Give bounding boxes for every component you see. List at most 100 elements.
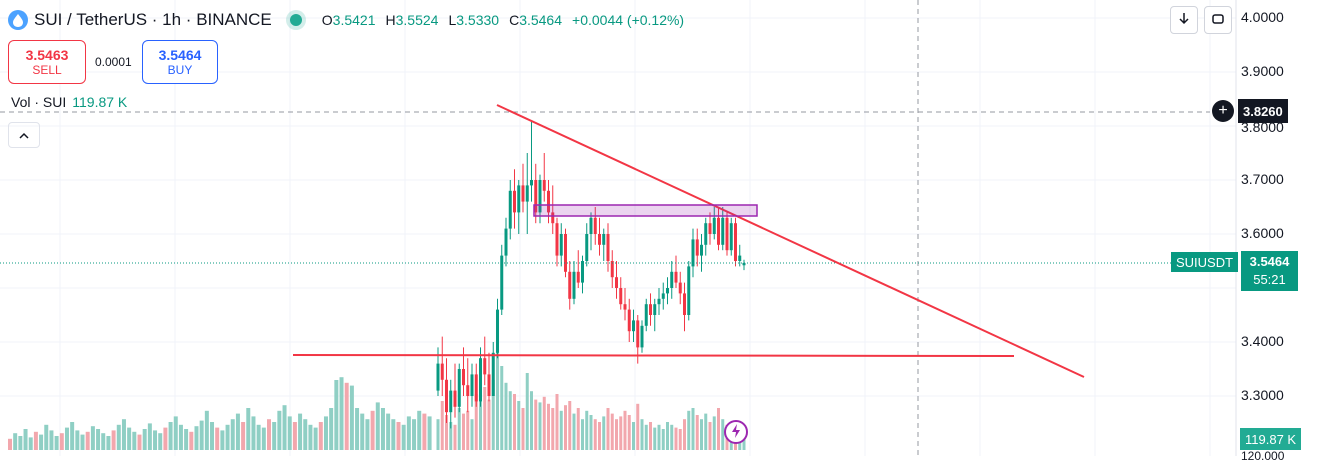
volume-bar	[287, 416, 292, 450]
price-label-3-4000: 3.4000	[1241, 333, 1284, 349]
volume-bar	[90, 426, 95, 450]
candle-body	[572, 271, 576, 299]
sell-label: SELL	[32, 63, 62, 77]
volume-bar	[194, 426, 199, 450]
candle-body	[589, 217, 593, 234]
volume-bar	[619, 416, 623, 450]
volume-bar	[585, 410, 589, 450]
candle-body	[598, 234, 601, 245]
add-alert-button[interactable]: +	[1212, 100, 1234, 122]
candle-body	[687, 266, 691, 315]
candle-body	[449, 390, 453, 413]
volume-bar	[657, 424, 661, 450]
volume-bar	[215, 427, 220, 450]
volume-bar	[496, 349, 499, 450]
candle-body	[504, 228, 508, 256]
volume-bar	[462, 413, 465, 450]
volume-bar	[517, 401, 521, 450]
candle-body	[534, 180, 538, 213]
candle-body	[547, 190, 550, 213]
volume-bar	[661, 429, 665, 450]
volume-bar	[640, 419, 644, 450]
volume-bar	[116, 424, 121, 450]
volume-bar	[168, 422, 173, 450]
volume-bar	[75, 430, 80, 450]
volume-bar	[721, 419, 725, 450]
candle-body	[436, 363, 440, 391]
volume-bar	[318, 422, 323, 450]
fullscreen-button[interactable]	[1204, 6, 1232, 34]
download-button[interactable]	[1170, 6, 1198, 34]
price-label-partial: 120.000	[1241, 449, 1285, 463]
chevron-up-icon	[19, 128, 29, 142]
volume-bar	[678, 429, 682, 450]
volume-bar	[487, 399, 491, 450]
volume-bar	[137, 434, 142, 450]
candle-body	[649, 304, 652, 315]
candle-body	[632, 320, 635, 332]
volume-bar	[282, 405, 287, 450]
volume-bar	[173, 416, 178, 450]
candle-body	[708, 223, 712, 234]
resistance-zone	[533, 204, 758, 217]
candle-body	[525, 185, 529, 202]
plus-circle-icon: +	[1218, 102, 1228, 119]
volume-label: Vol · SUI	[11, 94, 67, 110]
candle-body	[644, 304, 648, 326]
volume-bar	[504, 382, 508, 450]
lightning-icon	[731, 423, 741, 441]
volume-bar	[163, 427, 168, 450]
volume-bar	[85, 431, 90, 450]
candle-body	[610, 261, 614, 278]
volume-bar	[406, 416, 411, 450]
volume-bar	[417, 410, 422, 450]
volume-bar	[18, 436, 23, 450]
volume-bar	[670, 424, 674, 450]
volume-bar	[121, 419, 126, 450]
lightning-button[interactable]	[724, 420, 748, 444]
candle-countdown: 55:21	[1253, 272, 1286, 287]
price-change: +0.0044 (+0.12%)	[572, 12, 685, 28]
volume-bar	[111, 430, 116, 450]
collapse-legend-button[interactable]	[8, 122, 40, 148]
volume-bar	[674, 427, 678, 450]
sell-button[interactable]: 3.5463 SELL	[8, 40, 86, 84]
market-open-status-icon	[289, 14, 302, 26]
volume-bar	[8, 438, 12, 450]
current-price-tag: 3.5464 55:21	[1241, 251, 1298, 291]
volume-bar	[184, 429, 189, 450]
volume-legend[interactable]: Vol · SUI 119.87 K	[11, 94, 127, 110]
volume-bar	[272, 422, 277, 450]
candle-body	[530, 180, 533, 186]
buy-button[interactable]: 3.5464 BUY	[142, 40, 218, 84]
candle-body	[661, 293, 665, 299]
volume-bar	[555, 394, 559, 450]
candle-body	[496, 309, 499, 353]
candle-body	[466, 385, 470, 396]
volume-bar	[339, 377, 344, 450]
volume-bar	[241, 422, 246, 450]
volume-bar	[445, 415, 448, 450]
volume-bar	[64, 427, 69, 450]
chart-header: SUI / TetherUS · 1h · BINANCE O3.5421 H3…	[8, 9, 688, 31]
volume-bar	[96, 429, 101, 450]
volume-bar	[158, 433, 163, 450]
volume-bar	[101, 433, 106, 450]
volume-bar	[360, 413, 365, 450]
volume-bar	[615, 419, 618, 450]
volume-bar	[49, 430, 54, 450]
volume-bar	[204, 410, 209, 450]
candle-body	[717, 217, 720, 245]
volume-bar	[365, 419, 370, 450]
volume-tag: 119.87 K	[1240, 428, 1302, 450]
volume-bar	[538, 402, 542, 450]
volume-bar	[551, 408, 555, 450]
symbol-title[interactable]: SUI / TetherUS · 1h · BINANCE	[34, 10, 272, 29]
volume-value: 119.87 K	[72, 94, 128, 110]
volume-bar	[153, 430, 158, 450]
ohlc-values: O3.5421 H3.5524 L3.5330 C3.5464 +0.0044 …	[322, 12, 688, 28]
volume-bar	[644, 424, 648, 450]
volume-bar	[474, 394, 478, 450]
volume-bar	[225, 424, 230, 450]
